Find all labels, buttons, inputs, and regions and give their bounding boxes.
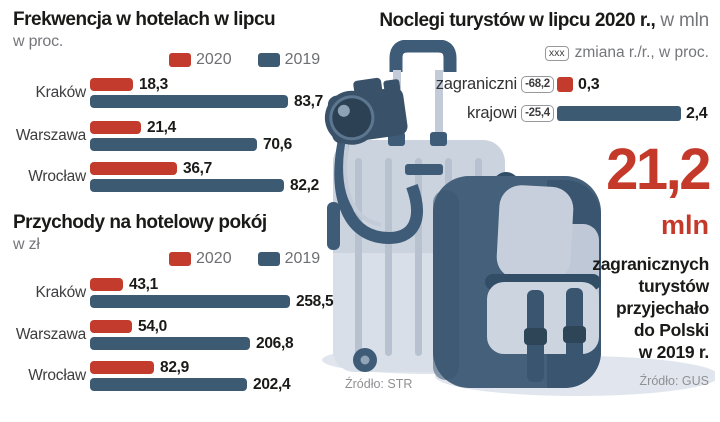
bar-group-wroclaw: Wrocław 36,7 82,2	[13, 159, 353, 194]
bar-value: 54,0	[138, 317, 167, 335]
legend-label-2020: 2020	[196, 51, 232, 68]
bar-2020	[90, 361, 154, 374]
nights-row-krajowi: krajowi -25,4 2,4	[365, 104, 708, 122]
legend-label-2019: 2019	[284, 51, 321, 68]
bar-2019	[90, 138, 257, 151]
bar-value: 82,9	[160, 358, 189, 376]
bar-2019	[90, 295, 290, 308]
legend-label-2020: 2020	[196, 250, 232, 267]
nights-title-unit: w mln	[655, 10, 709, 31]
bar-2019	[90, 337, 250, 350]
legend-swatch-2019	[257, 53, 280, 67]
luggage-illustration	[322, 40, 715, 396]
stat-caption-line: turystów	[638, 276, 709, 296]
source-left: Źródło: STR	[345, 377, 413, 391]
bar-value: 82,2	[290, 176, 319, 194]
revenue-chart-subtitle: w zł	[13, 236, 40, 253]
bar-2020	[90, 78, 133, 91]
occupancy-legend: 2020 2019	[169, 51, 320, 69]
bar-value: 202,4	[253, 375, 291, 393]
category-label: Kraków	[35, 84, 87, 101]
backpack-icon	[433, 172, 601, 388]
change-note-text: zmiana r./r., w proc.	[574, 44, 709, 61]
category-label: Kraków	[35, 284, 87, 301]
camera-icon	[324, 77, 423, 244]
category-label: Warszawa	[15, 326, 86, 343]
bar-2020	[90, 320, 132, 333]
category-label: Wrocław	[28, 367, 86, 384]
legend-swatch-2020	[169, 53, 191, 67]
bar-foreign	[557, 77, 573, 92]
change-badge: -68,2	[521, 76, 554, 93]
bar-2020	[90, 162, 177, 175]
bar-group-wroclaw: Wrocław 82,9 202,4	[13, 358, 353, 393]
nights-title-bold: Noclegi turystów w lipcu 2020 r.,	[379, 10, 656, 31]
category-label: zagraniczni	[435, 75, 517, 93]
legend-swatch-2020	[169, 252, 191, 266]
legend-label-2019: 2019	[284, 250, 321, 267]
bar-value: 206,8	[256, 334, 294, 352]
bar-group-krakow: Kraków 18,3 83,7	[13, 75, 353, 110]
bar-value: 258,5	[296, 292, 334, 310]
nights-chart-title: Noclegi turystów w lipcu 2020 r., w mln	[379, 10, 709, 32]
bar-2020	[90, 278, 123, 291]
category-label: Wrocław	[28, 168, 86, 185]
revenue-chart-title: Przychody na hotelowy pokój	[13, 212, 267, 233]
stat-unit: mln	[660, 210, 709, 240]
change-badge: -25,4	[521, 105, 554, 122]
bar-2019	[90, 378, 247, 391]
revenue-legend: 2020 2019	[169, 250, 320, 268]
bar-2019	[90, 95, 288, 108]
bar-value: 0,3	[578, 75, 600, 93]
nights-change-note: xxx zmiana r./r., w proc.	[544, 44, 709, 62]
bar-group-krakow: Kraków 43,1 258,5	[13, 275, 353, 310]
legend-swatch-2019	[257, 252, 280, 266]
stat-caption-line: zagranicznych	[592, 254, 709, 274]
change-box-sample: xxx	[544, 45, 569, 61]
bar-value: 70,6	[263, 135, 292, 153]
bar-value: 83,7	[294, 92, 323, 110]
bar-group-warszawa: Warszawa 54,0 206,8	[13, 317, 353, 352]
category-label: Warszawa	[15, 127, 86, 144]
bar-value: 21,4	[147, 118, 176, 136]
occupancy-chart-subtitle: w proc.	[13, 33, 64, 50]
bar-2020	[90, 121, 141, 134]
bar-group-warszawa: Warszawa 21,4 70,6	[13, 118, 353, 153]
bar-value: 18,3	[139, 75, 168, 93]
occupancy-chart-title: Frekwencja w hotelach w lipcu	[13, 9, 276, 30]
source-right: Źródło: GUS	[639, 374, 709, 388]
bar-value: 2,4	[686, 104, 708, 122]
nights-row-zagraniczni: zagraniczni -68,2 0,3	[365, 75, 600, 93]
stat-caption-line: przyjechało	[616, 298, 709, 318]
stat-caption-line: w 2019 r.	[638, 342, 710, 362]
stat-number: 21,2	[606, 137, 711, 202]
category-label: krajowi	[467, 104, 517, 122]
stat-caption: zagranicznych turystów przyjechało do Po…	[592, 253, 709, 363]
bar-domestic	[557, 106, 681, 121]
bar-value: 43,1	[129, 275, 158, 293]
stat-caption-line: do Polski	[633, 320, 709, 340]
bar-value: 36,7	[183, 159, 212, 177]
bar-2019	[90, 179, 284, 192]
